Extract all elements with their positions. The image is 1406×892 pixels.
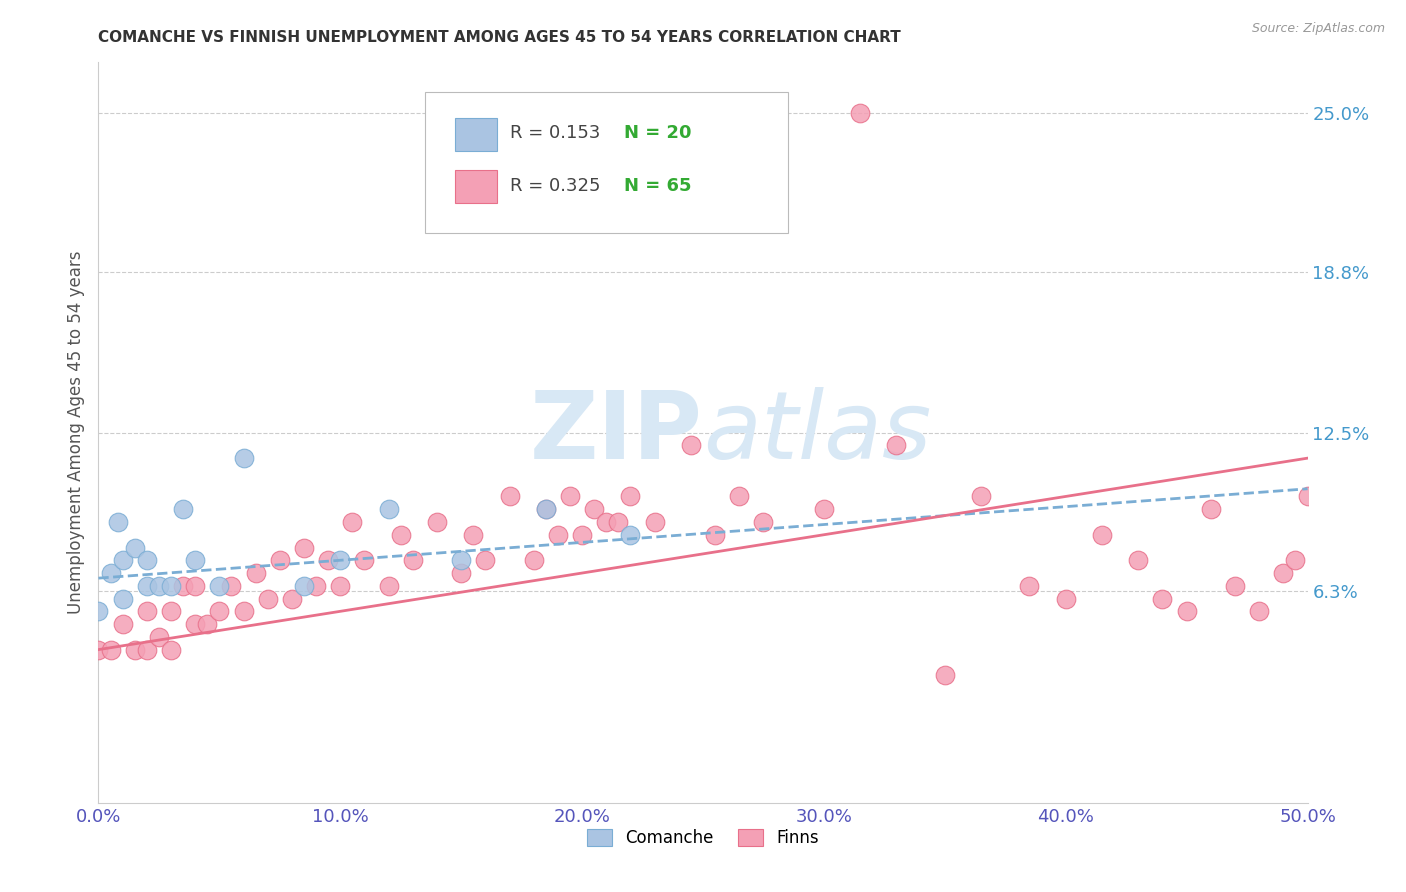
Point (87, 642, 110, 657)
Point (619, 527, 641, 541)
FancyBboxPatch shape (425, 92, 787, 233)
Point (377, 579, 399, 593)
Bar (456, 169, 498, 203)
Text: R = 0.325: R = 0.325 (509, 178, 600, 195)
Point (523, 553, 546, 567)
Point (558, 490, 581, 504)
Point (1152, 591, 1174, 606)
Point (111, 591, 134, 606)
Point (160, 604, 183, 618)
Point (644, 515, 666, 529)
Point (463, 527, 485, 541)
Point (679, 438, 702, 452)
Point (571, 527, 593, 541)
Point (208, 604, 231, 618)
Point (813, 502, 835, 516)
Point (450, 553, 472, 567)
Y-axis label: Unemployment Among Ages 45 to 54 years: Unemployment Among Ages 45 to 54 years (66, 251, 84, 615)
Point (124, 642, 146, 657)
Point (184, 617, 207, 632)
Text: N = 65: N = 65 (624, 178, 692, 195)
Point (849, 106, 872, 120)
Point (160, 579, 183, 593)
Point (135, 604, 157, 618)
Point (208, 579, 231, 593)
Point (1296, 490, 1319, 504)
Point (172, 502, 194, 516)
Point (87, 604, 110, 618)
Point (232, 604, 254, 618)
Text: Source: ZipAtlas.com: Source: ZipAtlas.com (1251, 22, 1385, 36)
Point (342, 515, 364, 529)
Bar (456, 118, 498, 152)
Point (704, 527, 727, 541)
Point (135, 579, 157, 593)
Point (1249, 604, 1271, 618)
Text: atlas: atlas (703, 387, 931, 478)
Point (353, 553, 375, 567)
Point (232, 451, 254, 466)
Point (547, 527, 569, 541)
Point (111, 553, 134, 567)
Point (583, 502, 606, 516)
Point (111, 617, 134, 632)
Point (934, 668, 956, 682)
Point (534, 502, 557, 516)
Point (474, 553, 496, 567)
Point (1223, 579, 1246, 593)
Point (100, 566, 122, 580)
Point (1199, 502, 1222, 516)
Point (256, 591, 278, 606)
Point (607, 515, 630, 529)
Point (886, 438, 908, 452)
Point (1128, 553, 1150, 567)
Point (1272, 566, 1295, 580)
Point (292, 541, 315, 555)
Point (305, 579, 328, 593)
Point (184, 553, 207, 567)
Point (316, 553, 339, 567)
Point (135, 642, 157, 657)
Point (1091, 527, 1114, 541)
Point (148, 630, 170, 644)
Point (1175, 604, 1198, 618)
Text: R = 0.153: R = 0.153 (509, 124, 600, 142)
Point (107, 515, 129, 529)
Point (1284, 553, 1306, 567)
Point (269, 553, 291, 567)
Text: COMANCHE VS FINNISH UNEMPLOYMENT AMONG AGES 45 TO 54 YEARS CORRELATION CHART: COMANCHE VS FINNISH UNEMPLOYMENT AMONG A… (98, 29, 901, 45)
Point (1054, 591, 1077, 606)
Point (450, 566, 472, 580)
Legend: Comanche, Finns: Comanche, Finns (581, 822, 825, 854)
Point (100, 642, 122, 657)
Point (402, 553, 425, 567)
Point (534, 502, 557, 516)
Point (281, 591, 304, 606)
Point (426, 515, 449, 529)
Point (148, 579, 170, 593)
Point (752, 515, 775, 529)
Point (728, 490, 751, 504)
Point (184, 579, 207, 593)
Point (292, 579, 315, 593)
Point (1018, 579, 1040, 593)
Point (245, 566, 267, 580)
Point (160, 642, 183, 657)
Point (329, 553, 352, 567)
Point (135, 553, 157, 567)
Point (595, 515, 617, 529)
Point (329, 579, 352, 593)
Text: ZIP: ZIP (530, 386, 703, 479)
Point (498, 490, 520, 504)
Point (619, 490, 641, 504)
Point (970, 490, 993, 504)
Point (377, 502, 399, 516)
Text: N = 20: N = 20 (624, 124, 692, 142)
Point (124, 541, 146, 555)
Point (221, 579, 243, 593)
Point (389, 527, 412, 541)
Point (172, 579, 194, 593)
Point (195, 617, 218, 632)
